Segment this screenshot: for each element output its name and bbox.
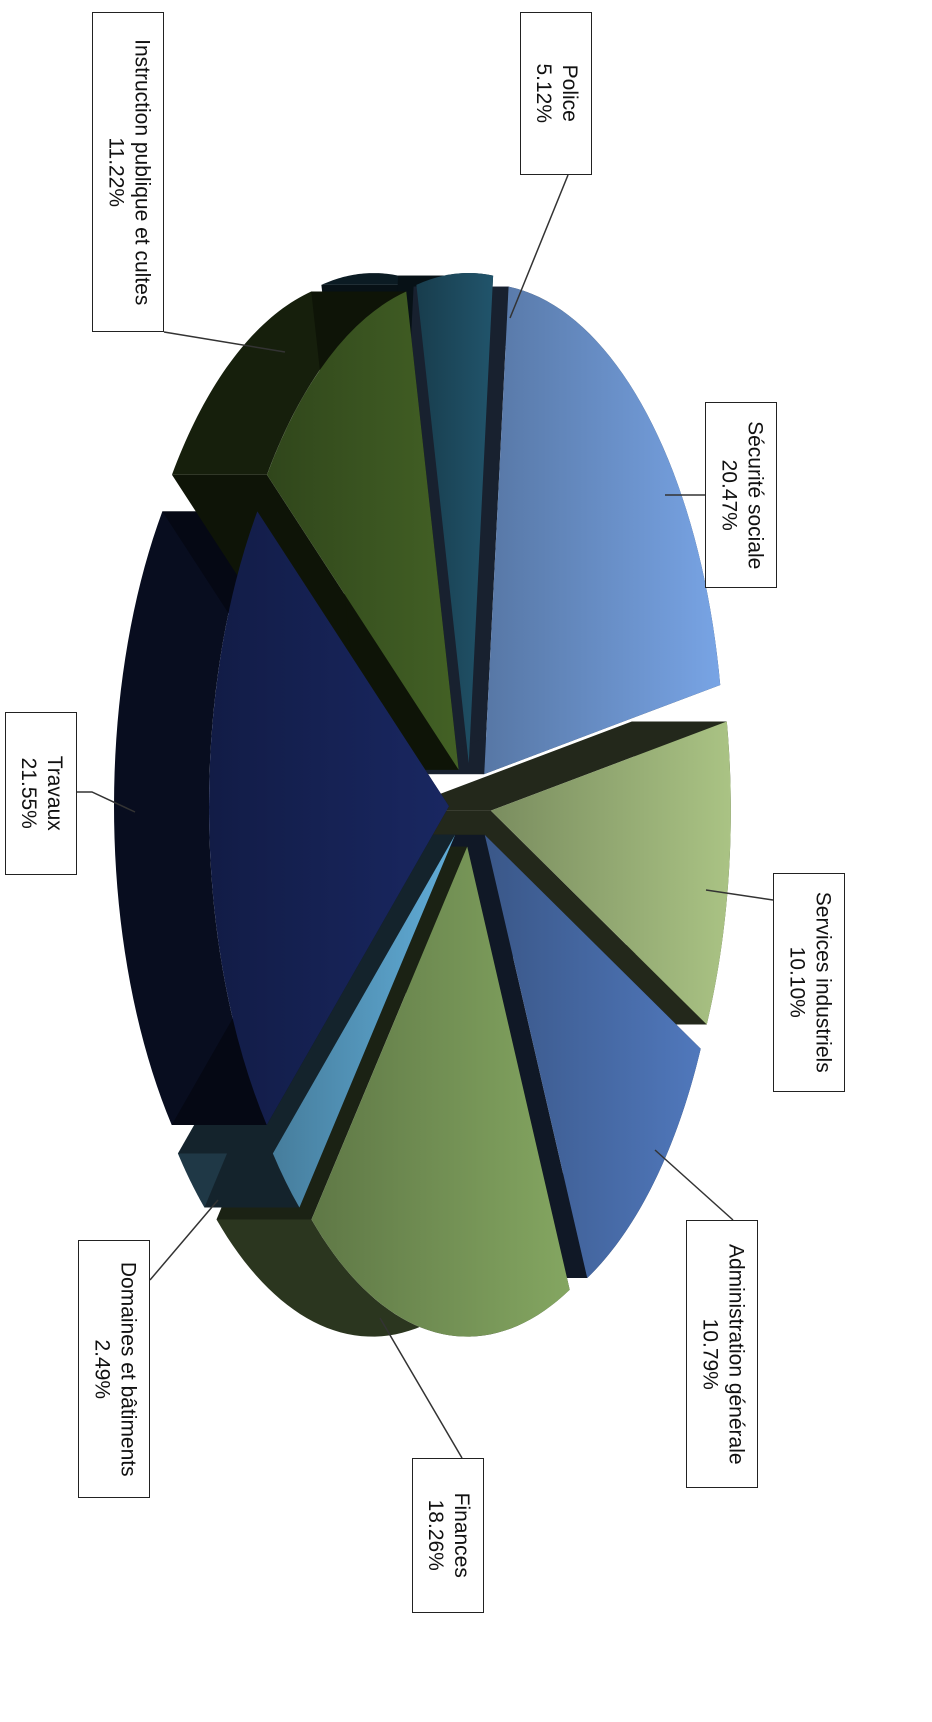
callout-police: Police 5.12% (520, 12, 592, 175)
slice-administration-g-n-rale (484, 834, 701, 1278)
slice-side-7 (171, 291, 407, 475)
leader-line-4 (379, 1317, 463, 1459)
slice-value-domaines-batiments: 2.49% (90, 1339, 113, 1399)
slice-finances (311, 846, 570, 1337)
slice-police (416, 273, 494, 764)
slice-label-travaux: Travaux (43, 755, 67, 832)
slice-domaines-et-b-timents (272, 834, 456, 1208)
slice-value-finances: 18.26% (424, 1499, 447, 1572)
slice-value-securite-sociale: 20.47% (717, 459, 740, 531)
leader-line-5 (149, 1199, 219, 1281)
callout-travaux: Travaux 21.55% (5, 712, 77, 875)
slice-value-instruction-publique: 11.22% (104, 137, 128, 207)
leader-line-3 (654, 1149, 734, 1221)
slice-label-services-industriels: Services industriels (811, 892, 835, 1073)
slice-travaux (209, 511, 450, 1126)
slice-side-6 (114, 511, 267, 1126)
callout-domaines-batiments: Domaines et bâtiments 2.49% (78, 1240, 150, 1498)
slice-label-administration-generale: Administration générale (724, 1243, 748, 1465)
slice-label-securite-sociale: Sécurité sociale (743, 420, 767, 570)
callout-instruction-publique: Instruction publique et cultes 11.22% (92, 12, 164, 332)
leader-line-7 (163, 331, 286, 353)
slice-services-industriels (490, 721, 731, 1025)
slice-value-travaux: 21.55% (17, 757, 40, 830)
callout-administration-generale: Administration générale 10.79% (686, 1220, 758, 1488)
leader-line-6 (77, 791, 136, 813)
slice-label-domaines-batiments: Domaines et bâtiments (116, 1261, 140, 1477)
callout-securite-sociale: Sécurité sociale 20.47% (705, 402, 777, 588)
slice-value-police: 5.12% (531, 63, 555, 124)
slice-value-administration-generale: 10.79% (698, 1318, 721, 1390)
slice-label-police: Police (558, 64, 582, 123)
leader-line-0 (509, 174, 569, 319)
slice-wall-2-0 (395, 721, 727, 811)
leader-line-2 (705, 889, 774, 901)
slice-instruction-publique-et-cultes (266, 291, 459, 770)
slice-label-finances: Finances (450, 1492, 474, 1579)
slice-value-services-industriels: 10.10% (785, 946, 808, 1019)
callout-finances: Finances 18.26% (412, 1458, 484, 1613)
callout-services-industriels: Services industriels 10.10% (773, 873, 845, 1092)
slice-label-instruction-publique: Instruction publique et cultes (130, 38, 154, 306)
slice-s-curit-sociale (484, 286, 721, 775)
